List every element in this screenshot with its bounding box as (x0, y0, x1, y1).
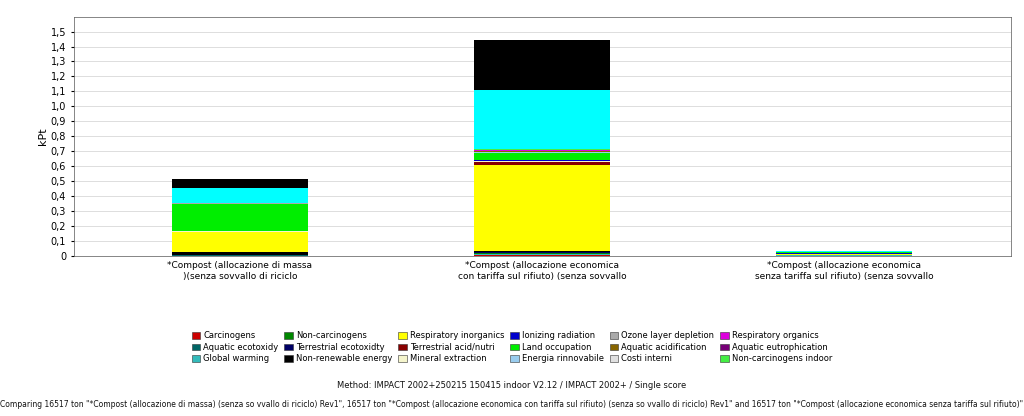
Bar (474, 40, 610, 89)
Legend: Carcinogens, Aquatic ecotoxidy, Global warming, Non-carcinogens, Terrestrial eco: Carcinogens, Aquatic ecotoxidy, Global w… (190, 331, 834, 364)
Bar (474, 149, 610, 150)
Bar (172, 252, 308, 255)
Bar (474, 161, 610, 162)
Bar (172, 204, 308, 231)
Bar (474, 152, 610, 153)
Text: Comparing 16517 ton "*Compost (allocazione di massa) (senza so vvallo di riciclo: Comparing 16517 ton "*Compost (allocazio… (0, 400, 1024, 409)
Bar (474, 153, 610, 160)
Bar (474, 165, 610, 251)
Bar (474, 255, 610, 256)
Bar (474, 251, 610, 252)
Bar (172, 232, 308, 252)
Y-axis label: kPt: kPt (38, 127, 48, 145)
Bar (776, 254, 912, 255)
Bar (474, 150, 610, 151)
Text: Method: IMPACT 2002+250215 150415 indoor V2.12 / IMPACT 2002+ / Single score: Method: IMPACT 2002+250215 150415 indoor… (337, 381, 687, 390)
Bar (474, 89, 610, 149)
Bar (776, 251, 912, 252)
Bar (474, 162, 610, 165)
Bar (776, 252, 912, 253)
Bar (474, 253, 610, 254)
Bar (474, 254, 610, 255)
Bar (474, 160, 610, 161)
Bar (172, 179, 308, 188)
Bar (474, 151, 610, 152)
Bar (172, 188, 308, 203)
Bar (474, 252, 610, 253)
